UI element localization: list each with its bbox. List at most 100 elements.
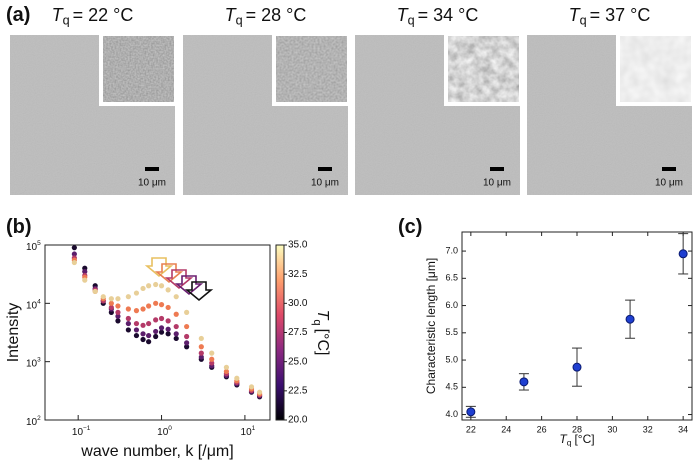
data-point	[140, 331, 146, 337]
data-point	[108, 304, 114, 311]
data-point	[184, 333, 190, 340]
image-title-part: T	[52, 5, 65, 25]
data-point	[115, 303, 121, 309]
data-point	[223, 368, 230, 375]
data-point	[209, 360, 215, 366]
data-point	[572, 362, 582, 372]
colorbar-label-part: T	[314, 310, 331, 321]
x-axis-label-part: T	[559, 432, 568, 446]
inset-image	[103, 36, 174, 102]
y-axis-label: Intensity	[5, 303, 22, 363]
data-point	[133, 320, 140, 327]
y-axis-label: Characteristic length [μm]	[424, 258, 438, 394]
data-point	[125, 306, 131, 312]
x-tick-label: 10−1	[72, 425, 91, 438]
data-point	[82, 277, 88, 283]
data-point	[125, 294, 131, 300]
panel-label: (b)	[6, 216, 32, 238]
x-tick-label: 26	[537, 424, 547, 434]
colorbar	[275, 244, 285, 421]
x-tick-label: 34	[678, 424, 688, 434]
image-title-part: = 34 °C	[418, 5, 479, 25]
data-point	[198, 344, 204, 350]
data-point	[184, 309, 190, 315]
image-title: Tq = 37 °C	[569, 5, 651, 28]
data-point	[209, 350, 215, 356]
image-title-part: q	[63, 14, 70, 28]
data-point	[184, 323, 190, 330]
panel-label-part: (a)	[6, 4, 30, 26]
data-point	[146, 339, 152, 345]
data-point	[173, 331, 179, 337]
data-point	[184, 340, 190, 346]
data-point	[115, 313, 121, 319]
data-point	[184, 344, 190, 350]
colorbar-tick-label: 35.0	[288, 240, 308, 251]
data-point	[140, 285, 146, 292]
image-title-part: T	[569, 5, 582, 25]
image-title-part: = 22 °C	[73, 5, 134, 25]
data-point	[466, 407, 476, 417]
data-point	[115, 309, 121, 315]
data-point	[71, 251, 77, 257]
data-point	[173, 311, 179, 317]
data-point	[519, 377, 529, 387]
colorbar-tick-label: 27.5	[288, 327, 308, 338]
scale-bar-label: 10 μm	[311, 178, 339, 189]
data-point	[115, 318, 121, 324]
data-point	[82, 268, 88, 275]
data-point	[133, 327, 140, 333]
x-axis-label-part: [°C]	[574, 432, 594, 446]
data-point	[173, 323, 179, 330]
data-point	[115, 296, 121, 302]
data-point	[125, 320, 131, 327]
image-title-part: q	[408, 14, 415, 28]
image-title-part: T	[397, 5, 410, 25]
x-tick-label-part: −1	[83, 425, 91, 432]
y-tick-label: 102	[26, 415, 41, 428]
y-tick-label: 7.0	[445, 245, 458, 255]
colorbar-tick-label: 30.0	[288, 298, 308, 309]
data-point	[625, 314, 635, 324]
data-point	[140, 306, 146, 312]
arrows	[144, 257, 214, 302]
panel-label-part: (b)	[6, 216, 32, 238]
y-tick-label-part: 10	[26, 242, 38, 253]
plot-frame	[461, 231, 693, 421]
image-title-part: = 37 °C	[590, 5, 651, 25]
x-tick-label: 28	[572, 424, 582, 434]
x-tick-label-part: 1	[252, 425, 256, 432]
data-point	[133, 308, 140, 314]
data-point	[108, 300, 114, 306]
colorbar-label-part: [°C]	[314, 329, 331, 356]
x-tick-label: 30	[607, 424, 617, 434]
scale-bar	[318, 167, 332, 171]
scale-bar	[662, 167, 676, 171]
x-tick-label-part: 0	[168, 425, 172, 432]
scale-bar-label: 10 μm	[655, 178, 683, 189]
image-title: Tq = 34 °C	[397, 5, 479, 28]
data-point	[92, 288, 98, 295]
y-tick-label: 5.5	[445, 327, 458, 337]
panel-label-part: (c)	[398, 216, 422, 238]
y-tick-label-part: 2	[37, 415, 41, 422]
inset-image	[276, 36, 347, 102]
image-title-part: T	[225, 5, 238, 25]
data-point	[234, 375, 240, 381]
data-point	[248, 384, 255, 390]
y-tick-label-part: 10	[26, 300, 38, 311]
data-point	[209, 356, 215, 362]
data-point	[198, 335, 204, 342]
data-point	[173, 294, 179, 300]
y-tick-label-part: 3	[37, 356, 41, 363]
data-point	[125, 327, 131, 333]
y-tick-label: 6.5	[445, 273, 458, 283]
image-title: Tq = 22 °C	[52, 5, 134, 28]
y-tick-label: 5.0	[445, 354, 458, 364]
data-point	[198, 350, 204, 356]
panel-label: (a)	[6, 4, 30, 26]
data-point	[158, 283, 165, 289]
y-tick-label-part: 10	[26, 358, 38, 369]
data-point	[146, 303, 152, 309]
